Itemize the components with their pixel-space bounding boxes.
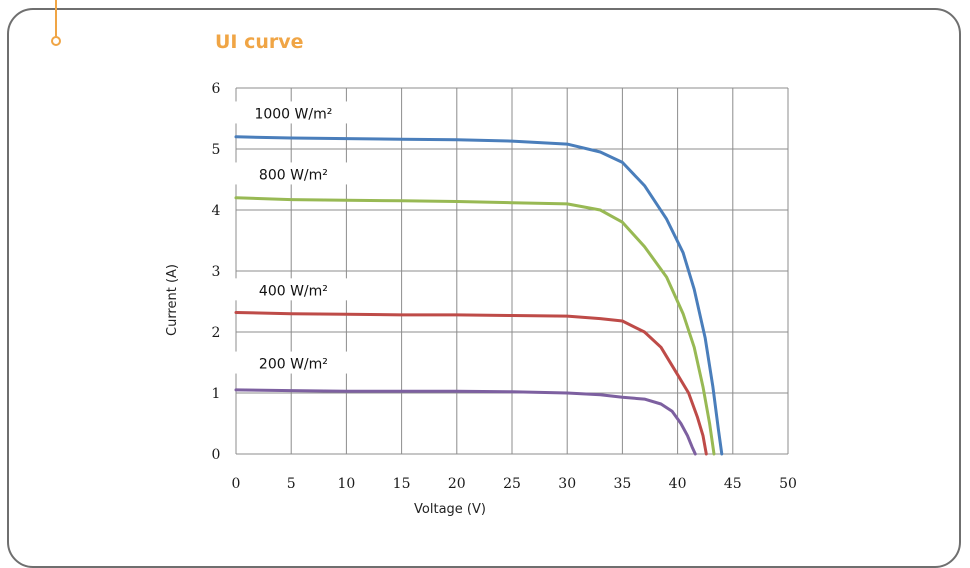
y-tick-label: 3 xyxy=(212,264,221,280)
series-label-0: 1000 W/m² xyxy=(254,106,332,122)
section-title: UI curve xyxy=(215,31,304,53)
series-line-0 xyxy=(234,135,724,456)
series-label-1: 800 W/m² xyxy=(259,167,328,183)
x-tick-label: 20 xyxy=(448,476,466,492)
y-tick-label: 2 xyxy=(212,325,221,341)
series-label-bg xyxy=(231,162,356,185)
series-label-bg xyxy=(231,101,356,124)
x-tick-label: 50 xyxy=(779,476,797,492)
x-tick-label: 5 xyxy=(287,476,296,492)
series-lines xyxy=(234,135,724,456)
accent-dot-icon xyxy=(51,36,61,46)
y-tick-label: 4 xyxy=(212,203,221,219)
x-axis-label: Voltage (V) xyxy=(414,502,486,517)
x-tick-label: 45 xyxy=(724,476,742,492)
grid xyxy=(235,87,789,455)
y-tick-label: 5 xyxy=(212,142,221,158)
x-tick-label: 0 xyxy=(232,476,241,492)
series-line-1 xyxy=(234,196,716,456)
series-label-3: 200 W/m² xyxy=(259,357,328,373)
x-tick-label: 25 xyxy=(503,476,521,492)
series-label-bg xyxy=(231,351,356,374)
series-label-bg xyxy=(231,278,356,301)
x-tick-label: 15 xyxy=(393,476,411,492)
x-tick-label: 35 xyxy=(613,476,631,492)
accent-line xyxy=(55,0,57,37)
x-tick-label: 30 xyxy=(558,476,576,492)
series-line-2 xyxy=(234,311,708,456)
chart: 0 1 2 3 4 5 6 0 5 10 15 20 25 30 35 40 45 50 1000 W/m² 800… xyxy=(150,70,810,540)
series-label-2: 400 W/m² xyxy=(259,283,328,299)
y-tick-label: 6 xyxy=(212,81,221,97)
y-tick-label: 0 xyxy=(212,447,221,463)
x-tick-label: 10 xyxy=(337,476,355,492)
y-axis-label: Current (A) xyxy=(165,264,180,336)
x-tick-label: 40 xyxy=(669,476,687,492)
series-line-3 xyxy=(234,388,697,456)
y-tick-label: 1 xyxy=(212,386,221,402)
series-labels: 1000 W/m² 800 W/m² 400 W/m² 200 W/m² xyxy=(231,101,356,374)
